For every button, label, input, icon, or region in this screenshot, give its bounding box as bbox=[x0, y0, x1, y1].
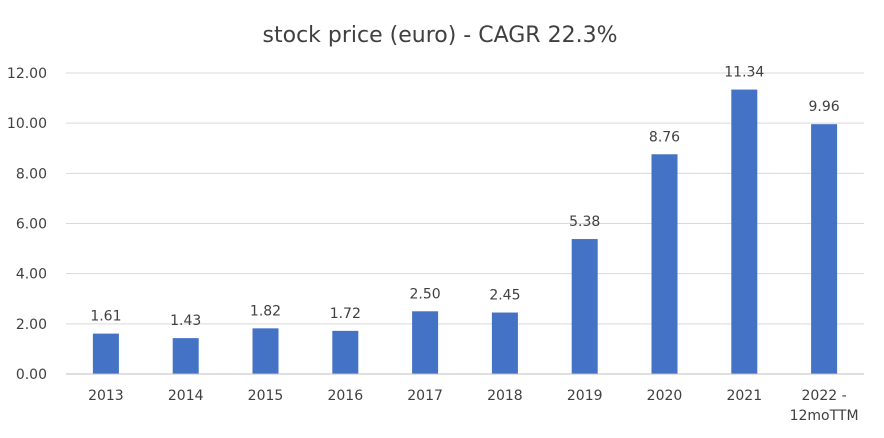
y-tick-label: 8.00 bbox=[16, 166, 47, 182]
x-axis-tick-labels: 2013 2014 2015 2016 2017 2018 2019 2020 2021 2022… bbox=[88, 388, 859, 424]
x-tick-label-line: 2014 bbox=[168, 388, 204, 404]
data-label: 2.45 bbox=[489, 288, 520, 304]
y-tick-label: 10.00 bbox=[7, 116, 47, 132]
data-label: 1.61 bbox=[90, 309, 121, 325]
x-tick-label-line: 2019 bbox=[567, 388, 603, 404]
data-label: 1.72 bbox=[330, 306, 361, 322]
y-tick-label: 6.00 bbox=[16, 217, 47, 233]
x-tick-label-line: 2022 - bbox=[802, 388, 847, 404]
x-tick-label: 2013 bbox=[88, 388, 124, 404]
data-label: 2.50 bbox=[410, 286, 441, 302]
x-tick-label-line: 2013 bbox=[88, 388, 124, 404]
chart-title: stock price (euro) - CAGR 22.3% bbox=[263, 23, 618, 48]
data-label: 1.43 bbox=[170, 313, 201, 329]
bar bbox=[172, 338, 199, 374]
x-tick-label-line: 2018 bbox=[487, 388, 523, 404]
data-label: 5.38 bbox=[569, 214, 600, 230]
x-tick-label: 2016 bbox=[327, 388, 363, 404]
y-tick-label: 12.00 bbox=[7, 66, 47, 82]
x-tick-label-line: 12moTTM bbox=[790, 408, 859, 424]
x-tick-label: 2015 bbox=[248, 388, 284, 404]
x-tick-label: 2017 bbox=[407, 388, 443, 404]
x-tick-label-line: 2016 bbox=[327, 388, 363, 404]
bar bbox=[811, 124, 838, 374]
x-tick-label: 2020 bbox=[647, 388, 683, 404]
x-tick-label-line: 2017 bbox=[407, 388, 443, 404]
y-tick-label: 2.00 bbox=[16, 317, 47, 333]
x-tick-label: 2018 bbox=[487, 388, 523, 404]
y-tick-label: 0.00 bbox=[16, 367, 47, 383]
y-axis-tick-labels: 0.00 2.00 4.00 6.00 8.00 10.00 12.00 bbox=[7, 66, 47, 383]
x-tick-label: 2014 bbox=[168, 388, 204, 404]
gridlines bbox=[66, 72, 864, 325]
bar bbox=[651, 154, 678, 374]
x-tick-label: 2021 bbox=[726, 388, 762, 404]
bars bbox=[92, 89, 838, 375]
bar bbox=[491, 312, 518, 374]
bar bbox=[92, 333, 119, 374]
data-label: 9.96 bbox=[809, 99, 840, 115]
bar bbox=[412, 311, 439, 374]
x-tick-label-line: 2015 bbox=[248, 388, 284, 404]
bar bbox=[332, 330, 359, 374]
x-tick-label-line: 2021 bbox=[726, 388, 762, 404]
data-label: 11.34 bbox=[724, 65, 764, 81]
x-tick-label: 2019 bbox=[567, 388, 603, 404]
data-labels: 1.61 1.43 1.82 1.72 2.50 2.45 5.38 8.76 11.34 9.9… bbox=[90, 65, 839, 330]
bar bbox=[571, 239, 598, 374]
bar bbox=[731, 89, 758, 375]
bar bbox=[252, 328, 279, 374]
data-label: 8.76 bbox=[649, 129, 680, 145]
x-tick-label-line: 2020 bbox=[647, 388, 683, 404]
data-label: 1.82 bbox=[250, 303, 281, 319]
y-tick-label: 4.00 bbox=[16, 267, 47, 283]
x-tick-label: 2022 - 12moTTM bbox=[790, 388, 859, 424]
